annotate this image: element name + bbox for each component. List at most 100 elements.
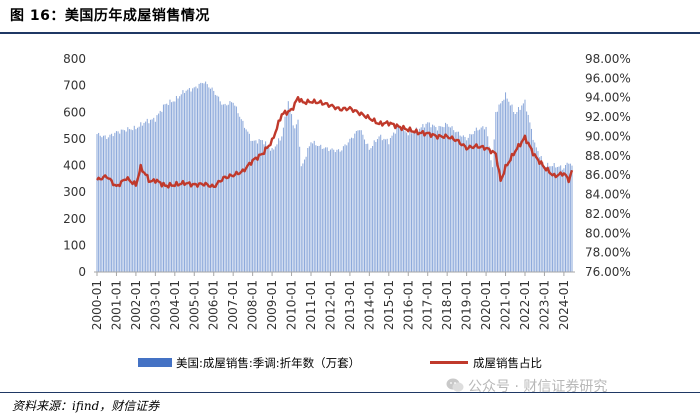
x-tick-label: 2015-01 <box>382 280 396 330</box>
y-right-tick-label: 76.00% <box>585 265 631 279</box>
x-tick-label: 2011-01 <box>304 280 318 330</box>
sales-bar <box>300 166 302 272</box>
sales-bar <box>255 140 257 272</box>
sales-bar <box>389 138 391 272</box>
sales-bar <box>211 87 213 272</box>
sales-bar <box>133 125 135 272</box>
sales-bar <box>550 166 552 272</box>
sales-bar <box>451 126 453 273</box>
sales-bar <box>547 162 549 272</box>
sales-bar <box>487 136 489 272</box>
sales-bar <box>303 159 306 272</box>
sales-bar <box>224 103 226 272</box>
sales-bar <box>398 125 400 272</box>
sales-bar <box>433 125 435 272</box>
sales-bar <box>365 143 367 272</box>
x-tick-label: 2005-01 <box>187 280 201 330</box>
sales-bar <box>415 127 417 272</box>
sales-bar <box>196 88 199 272</box>
sales-bar <box>540 156 542 272</box>
sales-bar <box>483 129 485 272</box>
y-left-tick-label: 400 <box>63 159 86 173</box>
sales-bar <box>492 167 494 272</box>
sales-bar <box>313 140 315 272</box>
x-tick-label: 2012-01 <box>323 280 337 330</box>
sales-bar <box>208 87 210 273</box>
sales-bar <box>381 140 383 272</box>
sales-bar <box>338 149 340 272</box>
sales-bar <box>282 127 284 273</box>
sales-bar <box>171 102 173 272</box>
sales-bar <box>143 122 145 272</box>
sales-bar <box>407 135 409 272</box>
sales-bar <box>153 117 155 272</box>
x-tick-label: 2004-01 <box>168 280 182 330</box>
x-tick-label: 2009-01 <box>265 280 279 330</box>
sales-bar <box>464 136 466 272</box>
sales-bar <box>555 167 557 272</box>
sales-bar <box>334 152 336 272</box>
sales-bar <box>552 166 554 272</box>
y-right-tick-labels: 76.00% 78.00% 80.00% 82.00% 84.00% 86.00% 88.0… <box>585 52 631 279</box>
sales-bar <box>318 145 320 272</box>
sales-bar <box>509 105 511 272</box>
legend-bar-label: 美国:成屋销售:季调:折年数（万套） <box>176 356 360 370</box>
sales-bar <box>511 104 513 272</box>
sales-bar <box>388 144 390 272</box>
sales-bar <box>417 131 419 272</box>
sales-bar <box>514 114 516 272</box>
sales-bar <box>351 137 353 272</box>
watermark-text: 公众号 · 财信证券研究 <box>468 379 608 395</box>
sales-bar <box>158 113 160 272</box>
sales-bar <box>519 109 521 273</box>
sales-bar <box>355 131 357 272</box>
x-tick-label: 2002-01 <box>129 280 143 330</box>
sales-bar <box>297 119 299 272</box>
sales-bar <box>261 140 263 272</box>
sales-bar <box>198 83 200 272</box>
sales-bar <box>394 133 396 272</box>
sales-bar <box>137 127 139 272</box>
sales-bar <box>145 121 147 272</box>
sales-bar <box>195 86 197 272</box>
sales-bar <box>493 139 495 272</box>
sales-bar <box>287 101 289 272</box>
sales-bar <box>252 140 254 272</box>
sales-bar <box>141 125 143 272</box>
sales-bar <box>203 83 205 272</box>
sales-bar <box>279 140 281 272</box>
sales-bar <box>527 114 529 272</box>
y-right-tick-label: 92.00% <box>585 110 631 124</box>
sales-bar <box>146 118 148 272</box>
sales-bar <box>266 145 268 272</box>
sales-bar <box>566 162 568 272</box>
sales-bar <box>378 136 380 272</box>
sales-bar <box>265 141 267 272</box>
sales-bar <box>258 139 260 272</box>
sales-bar <box>321 148 323 272</box>
sales-bar <box>537 151 539 272</box>
sales-bar <box>563 168 565 272</box>
sales-bar <box>501 101 503 273</box>
y-left-tick-label: 100 <box>63 238 86 252</box>
sales-bar <box>485 126 487 272</box>
sales-bar <box>234 105 236 272</box>
sales-bar <box>278 138 280 272</box>
sales-bar <box>521 105 523 273</box>
sales-bar <box>159 110 161 273</box>
y-right-tick-label: 94.00% <box>585 91 631 105</box>
figure-title: 图 16：美国历年成屋销售情况 <box>10 8 210 24</box>
sales-bar <box>526 111 528 273</box>
sales-bar <box>289 108 291 272</box>
sales-bar <box>310 142 312 272</box>
sales-bar <box>427 122 429 272</box>
y-right-tick-label: 96.00% <box>585 71 631 85</box>
sales-bar <box>385 139 387 272</box>
sales-bar <box>156 115 158 273</box>
x-tick-label: 2019-01 <box>460 280 474 330</box>
sales-bar <box>99 135 101 272</box>
sales-bar <box>482 126 484 272</box>
figure-header: 图 16：美国历年成屋销售情况 <box>0 0 700 34</box>
sales-bar <box>226 105 228 273</box>
sales-bar <box>166 103 168 273</box>
